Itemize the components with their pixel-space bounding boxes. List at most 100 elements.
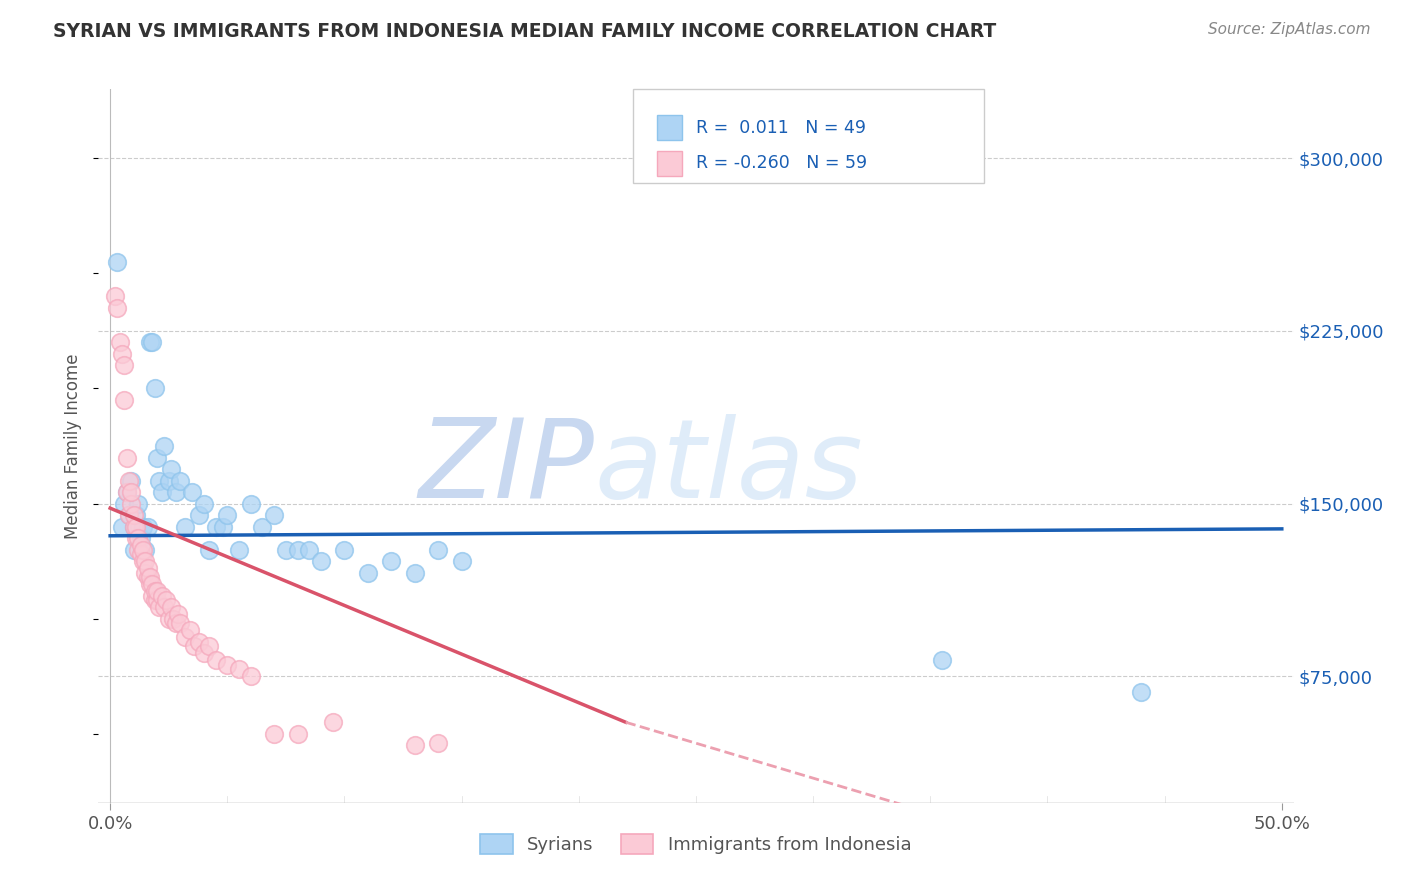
Point — [143, 381, 166, 395]
Point — [167, 607, 190, 621]
Point — [174, 630, 197, 644]
Point — [104, 289, 127, 303]
Point — [150, 589, 173, 603]
Point — [298, 542, 321, 557]
Point — [111, 347, 134, 361]
Point — [127, 531, 149, 545]
Text: R = -0.260   N = 59: R = -0.260 N = 59 — [696, 154, 868, 172]
Point — [450, 554, 472, 568]
Point — [127, 542, 149, 557]
Point — [239, 497, 262, 511]
Text: atlas: atlas — [595, 414, 863, 521]
Point — [136, 519, 159, 533]
Point — [162, 612, 184, 626]
Point — [132, 542, 155, 557]
Point — [150, 485, 173, 500]
Point — [146, 593, 169, 607]
Text: Source: ZipAtlas.com: Source: ZipAtlas.com — [1208, 22, 1371, 37]
Point — [115, 450, 138, 465]
Point — [181, 485, 204, 500]
Point — [132, 554, 155, 568]
Point — [141, 335, 163, 350]
Point — [153, 600, 176, 615]
Point — [217, 508, 239, 522]
Point — [134, 566, 156, 580]
Point — [165, 485, 187, 500]
Point — [139, 577, 162, 591]
Point — [239, 669, 262, 683]
Point — [120, 485, 142, 500]
Point — [165, 616, 187, 631]
Point — [136, 561, 159, 575]
Point — [169, 616, 191, 631]
Point — [263, 508, 285, 522]
Point — [134, 554, 156, 568]
Point — [143, 584, 166, 599]
Point — [115, 485, 138, 500]
Point — [146, 450, 169, 465]
Point — [287, 727, 309, 741]
Point — [141, 577, 163, 591]
Point — [427, 542, 450, 557]
Point — [153, 439, 176, 453]
Point — [115, 485, 138, 500]
Point — [129, 531, 152, 545]
Point — [931, 653, 953, 667]
Point — [252, 519, 274, 533]
Point — [105, 255, 128, 269]
Point — [404, 738, 426, 752]
Point — [122, 508, 145, 522]
Point — [122, 519, 145, 533]
Point — [125, 508, 148, 522]
Point — [118, 508, 141, 522]
Point — [141, 589, 163, 603]
Text: ZIP: ZIP — [419, 414, 595, 521]
Text: SYRIAN VS IMMIGRANTS FROM INDONESIA MEDIAN FAMILY INCOME CORRELATION CHART: SYRIAN VS IMMIGRANTS FROM INDONESIA MEDI… — [53, 22, 997, 41]
Point — [146, 584, 169, 599]
Y-axis label: Median Family Income: Median Family Income — [65, 353, 83, 539]
Point — [380, 554, 402, 568]
Point — [169, 474, 191, 488]
Point — [132, 519, 155, 533]
Point — [155, 593, 177, 607]
Point — [188, 634, 211, 648]
Point — [309, 554, 332, 568]
Point — [217, 657, 239, 672]
Point — [188, 508, 211, 522]
Point — [404, 566, 426, 580]
Point — [322, 715, 344, 730]
Point — [157, 612, 180, 626]
Point — [125, 519, 148, 533]
Point — [136, 570, 159, 584]
Point — [274, 542, 297, 557]
Point — [112, 392, 135, 407]
Point — [1130, 685, 1153, 699]
Point — [112, 497, 135, 511]
Point — [179, 623, 201, 637]
Point — [120, 474, 142, 488]
Point — [211, 519, 233, 533]
Text: R =  0.011   N = 49: R = 0.011 N = 49 — [696, 119, 866, 136]
Point — [263, 727, 285, 741]
Point — [197, 542, 219, 557]
Point — [228, 662, 250, 676]
Point — [108, 335, 131, 350]
Point — [112, 359, 135, 373]
Point — [129, 547, 152, 561]
Point — [183, 640, 205, 654]
Point — [139, 570, 162, 584]
Point — [204, 653, 226, 667]
Point — [160, 462, 183, 476]
Point — [122, 542, 145, 557]
Point — [174, 519, 197, 533]
Point — [160, 600, 183, 615]
Point — [193, 646, 215, 660]
Point — [120, 497, 142, 511]
Point — [333, 542, 356, 557]
Point — [228, 542, 250, 557]
Point — [427, 736, 450, 750]
Point — [105, 301, 128, 315]
Point — [143, 593, 166, 607]
Point — [118, 508, 141, 522]
Legend: Syrians, Immigrants from Indonesia: Syrians, Immigrants from Indonesia — [474, 827, 918, 862]
